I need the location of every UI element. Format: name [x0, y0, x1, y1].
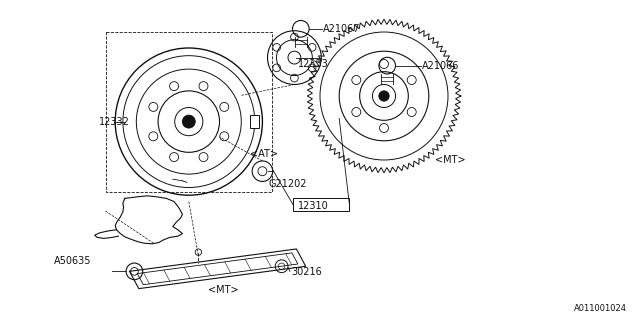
- Text: 12310: 12310: [298, 201, 328, 212]
- Text: <AT>: <AT>: [250, 148, 278, 159]
- Text: G21202: G21202: [269, 179, 307, 189]
- Bar: [106, 32, 272, 192]
- Text: <MT>: <MT>: [435, 155, 466, 165]
- Bar: [250, 115, 259, 128]
- Text: A21066: A21066: [422, 60, 460, 71]
- Text: 12333: 12333: [298, 59, 328, 69]
- Text: A011001024: A011001024: [574, 304, 627, 313]
- Text: 12332: 12332: [99, 116, 130, 127]
- Ellipse shape: [379, 91, 389, 101]
- Text: 30216: 30216: [291, 267, 322, 277]
- Text: A50635: A50635: [54, 256, 92, 266]
- Ellipse shape: [182, 115, 195, 128]
- Text: <MT>: <MT>: [208, 284, 239, 295]
- Bar: [293, 198, 349, 211]
- Text: A21067: A21067: [323, 24, 361, 34]
